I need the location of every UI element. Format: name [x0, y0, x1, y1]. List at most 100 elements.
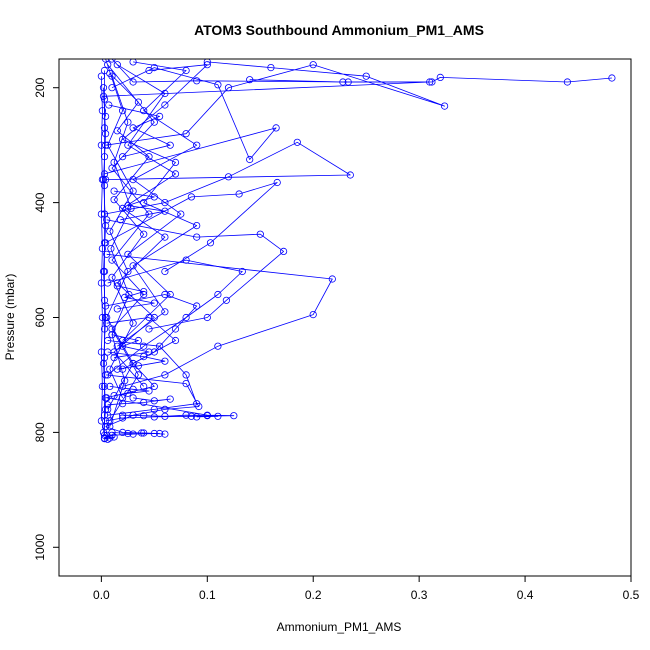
data-point: [106, 365, 114, 373]
data-point: [222, 296, 230, 304]
data-point: [182, 130, 190, 138]
series-9: [104, 256, 246, 379]
data-point: [124, 250, 132, 258]
data-point: [362, 72, 370, 80]
data-point: [145, 66, 153, 75]
data-point: [108, 72, 116, 80]
data-point: [272, 124, 280, 132]
data-point: [129, 430, 137, 438]
data-point: [214, 412, 222, 420]
data-point: [145, 348, 153, 356]
data-point: [150, 193, 158, 201]
data-point: [100, 124, 109, 132]
data-point: [113, 342, 121, 350]
data-point: [113, 61, 121, 69]
data-point: [171, 336, 180, 345]
series-28: [110, 187, 169, 224]
data-point: [100, 435, 109, 443]
data-point: [161, 267, 169, 276]
series-33: [119, 411, 222, 421]
data-point: [98, 313, 107, 322]
data-point: [193, 141, 201, 149]
series-line: [109, 73, 150, 399]
data-point: [140, 199, 148, 207]
x-axis: 0.0 0.1 0.2 0.3 0.4 0.5: [93, 575, 640, 602]
data-point: [150, 299, 158, 307]
data-point: [129, 385, 137, 393]
data-point: [150, 429, 158, 438]
data-point: [103, 394, 111, 402]
data-point: [100, 66, 109, 75]
data-point: [108, 273, 116, 281]
data-point: [293, 138, 301, 146]
data-point: [150, 397, 158, 405]
data-point: [182, 66, 190, 75]
data-point: [150, 348, 158, 356]
data-point: [119, 411, 127, 419]
series-7: [103, 250, 336, 390]
data-point: [119, 400, 127, 408]
data-point: [166, 141, 174, 149]
data-point: [145, 325, 153, 333]
data-point: [171, 158, 180, 166]
data-point: [100, 153, 109, 161]
data-point: [145, 387, 153, 395]
data-point: [224, 173, 233, 181]
data-point: [140, 398, 148, 407]
series-line: [109, 386, 150, 396]
data-point: [426, 78, 434, 86]
series-21: [113, 61, 211, 350]
data-point: [108, 325, 116, 333]
data-point: [100, 325, 109, 333]
y-tick-label: 400: [33, 192, 47, 212]
data-point: [156, 112, 164, 121]
data-point: [193, 77, 201, 85]
data-point: [134, 371, 142, 379]
data-point: [107, 245, 115, 253]
data-point: [124, 267, 132, 276]
data-point: [113, 282, 121, 290]
data-point: [121, 377, 129, 385]
data-point: [99, 84, 108, 92]
y-axis-label: Pressure (mbar): [3, 274, 17, 361]
data-point: [608, 74, 616, 82]
data-point: [103, 250, 111, 258]
series-line: [114, 190, 166, 221]
data-point: [113, 365, 121, 373]
data-point: [187, 412, 195, 420]
data-point: [140, 107, 148, 115]
series-line: [106, 253, 333, 387]
data-point: [98, 245, 107, 253]
series-32: [97, 72, 107, 425]
data-point: [102, 417, 110, 425]
data-point: [100, 267, 109, 276]
series-line: [105, 59, 134, 410]
series-line: [104, 67, 277, 175]
data-point: [116, 216, 125, 224]
data-point: [102, 222, 110, 230]
data-point: [203, 412, 211, 420]
data-point: [177, 210, 185, 218]
series-line: [105, 374, 200, 427]
series-35: [100, 431, 118, 443]
series-line: [105, 182, 278, 272]
data-point: [110, 158, 118, 166]
data-point: [113, 127, 121, 135]
data-point: [150, 413, 158, 421]
data-point: [440, 102, 449, 110]
x-tick-label: 0.3: [411, 588, 428, 602]
data-point: [99, 359, 108, 368]
data-point: [105, 101, 113, 109]
data-point: [161, 207, 169, 215]
series-line: [108, 104, 171, 158]
data-point: [100, 296, 109, 304]
data-point: [182, 313, 190, 322]
data-point: [129, 59, 137, 66]
data-point: [145, 210, 153, 218]
data-point: [171, 170, 180, 178]
series-line: [104, 141, 351, 215]
data-point: [166, 290, 174, 299]
data-point: [140, 342, 148, 350]
